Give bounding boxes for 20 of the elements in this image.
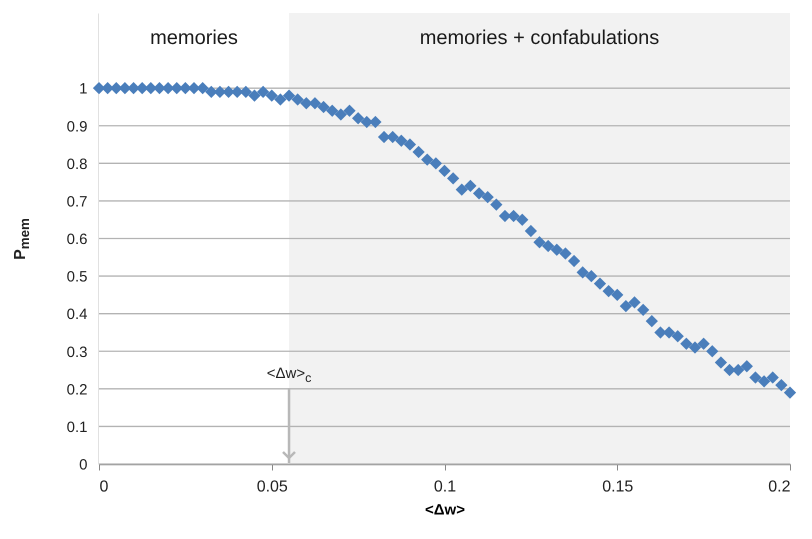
y-tick-label: 0.8 (66, 156, 88, 173)
y-tick-label: 0 (79, 456, 88, 474)
x-axis-title: <Δw> (425, 502, 466, 518)
x-tick-label: 0.05 (256, 478, 288, 496)
y-tick-label: 0.9 (66, 118, 88, 136)
y-tick-label: 0.2 (66, 381, 88, 398)
band-label: memories + confabulations (420, 27, 660, 49)
y-tick-label: 0.3 (66, 344, 88, 361)
y-tick-label: 0.1 (66, 418, 88, 436)
y-tick-label: 1 (79, 80, 88, 98)
x-tick-label: 0.2 (768, 478, 791, 496)
x-tick-label: 0.1 (434, 478, 456, 496)
ref-line-label: <Δw>$_{c}$ (266, 365, 312, 385)
band-label: memories (150, 27, 238, 49)
y-tick-label: 0.7 (66, 193, 88, 210)
x-tick-label: 0 (100, 478, 108, 496)
x-tick-label: 0.15 (602, 478, 634, 496)
y-tick-label: 0.4 (66, 306, 88, 324)
y-tick-label: 0.6 (66, 231, 88, 248)
y-tick-label: 0.5 (66, 268, 88, 286)
